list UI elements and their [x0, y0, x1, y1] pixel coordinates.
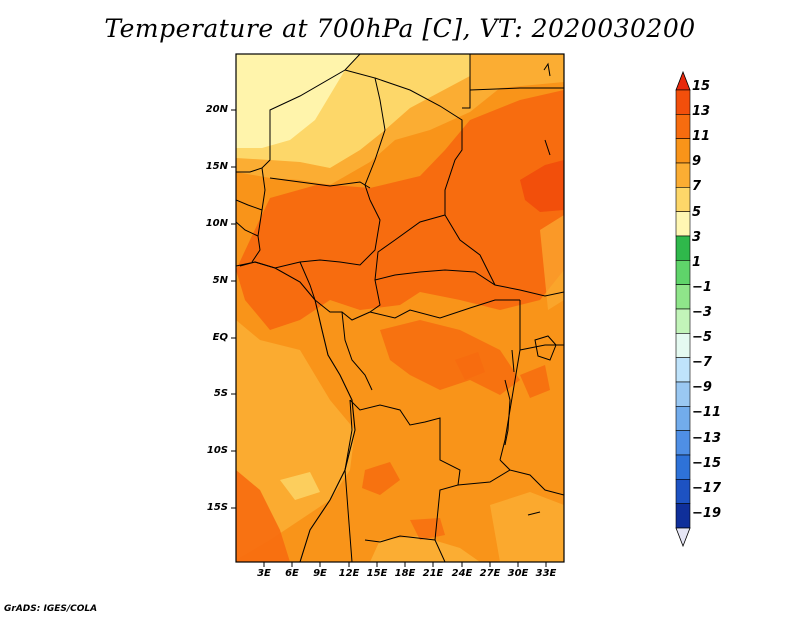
lat-label: 15S	[206, 502, 228, 513]
coastline	[236, 261, 356, 562]
colorbar-label: 15	[692, 79, 711, 94]
lat-label: 10N	[205, 218, 228, 229]
colorbar-label: −9	[692, 380, 712, 396]
colorbar-segment	[675, 430, 691, 456]
lon-label: 24E	[451, 568, 473, 579]
colorbar-segment	[675, 503, 691, 529]
colorbar-segment	[675, 454, 691, 480]
lon-label: 9E	[313, 568, 327, 579]
colorbar-label: 1	[692, 254, 702, 270]
colorbar-label: 3	[692, 229, 702, 245]
lon-label: 15E	[366, 568, 388, 579]
map-title: Temperature at 700hPa [C], VT: 202003020…	[104, 14, 696, 43]
colorbar-segment	[675, 89, 691, 115]
colorbar-segment	[675, 308, 691, 334]
colorbar-segment	[675, 162, 691, 188]
colorbar-segment	[675, 235, 691, 261]
lon-label: 30E	[507, 568, 529, 579]
lat-label: EQ	[212, 332, 228, 343]
colorbar	[675, 70, 691, 548]
lon-label: 21E	[422, 568, 444, 579]
colorbar-label: 13	[692, 104, 711, 120]
lakes	[504, 62, 557, 516]
temperature-field	[236, 54, 564, 562]
colorbar-label: −5	[692, 330, 712, 346]
lon-label: 18E	[394, 568, 416, 579]
colorbar-segment	[675, 284, 691, 310]
colorbar-label: −1	[692, 279, 712, 295]
colorbar-label: −17	[692, 480, 721, 496]
colorbar-segment	[675, 479, 691, 504]
map-frame	[235, 53, 565, 563]
lon-label: 27E	[479, 568, 501, 579]
lon-label: 3E	[257, 568, 271, 579]
lon-label: 33E	[535, 568, 557, 579]
colorbar-bottom-cap	[675, 527, 691, 548]
lat-label: 10S	[206, 445, 228, 456]
credit-text: GrADS: IGES/COLA	[4, 604, 98, 614]
colorbar-label: −3	[692, 305, 712, 320]
lon-ticks	[263, 562, 547, 567]
colorbar-segment	[675, 114, 691, 139]
lon-label: 6E	[285, 568, 299, 579]
lat-label: 15N	[205, 161, 228, 172]
colorbar-segment	[675, 406, 691, 431]
colorbar-segment	[675, 260, 691, 285]
colorbar-label: 7	[692, 179, 702, 195]
colorbar-label: 5	[692, 204, 702, 220]
colorbar-label: 11	[692, 129, 711, 145]
lon-label: 12E	[338, 568, 360, 579]
colorbar-top-cap	[675, 70, 691, 91]
lat-label: 20N	[205, 104, 228, 115]
colorbar-segment	[675, 211, 691, 237]
colorbar-label: 9	[692, 154, 702, 170]
colorbar-label: −13	[692, 430, 721, 446]
colorbar-segment	[675, 138, 691, 164]
colorbar-segment	[675, 357, 691, 383]
colorbar-label: −19	[692, 505, 721, 521]
colorbar-label: −11	[692, 405, 721, 421]
lat-label: 5N	[212, 275, 228, 286]
colorbar-segment	[675, 381, 691, 407]
colorbar-label: −15	[692, 455, 721, 471]
colorbar-segment	[675, 333, 691, 358]
colorbar-segment	[675, 187, 691, 212]
lat-label: 5S	[213, 388, 228, 399]
lat-ticks	[231, 109, 236, 509]
colorbar-label: −7	[692, 355, 712, 371]
